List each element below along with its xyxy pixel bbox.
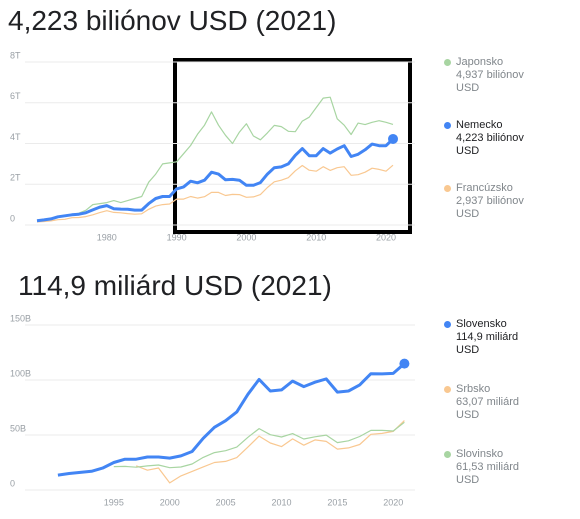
- series-line: [135, 420, 405, 484]
- end-point: [399, 358, 410, 369]
- series-line: [113, 421, 405, 469]
- legend-name: Srbsko: [456, 383, 491, 395]
- legend-marker: [444, 59, 451, 66]
- series-line: [57, 362, 406, 477]
- y-tick-label: 4T: [10, 132, 21, 142]
- legend-value: 4,937 biliónov USD: [456, 69, 524, 94]
- y-tick-label: 50B: [10, 423, 26, 433]
- x-tick-label: 1980: [97, 232, 117, 242]
- x-tick-label: 1995: [104, 497, 124, 507]
- legend-entry: Japonsko 4,937 biliónov USD: [444, 56, 554, 95]
- x-tick-label: 2005: [216, 497, 236, 507]
- x-tick-label: 2010: [271, 497, 291, 507]
- legend-name: Francúzsko: [456, 182, 513, 194]
- legend-value: 61,53 miliárd USD: [456, 461, 519, 486]
- end-point: [388, 133, 399, 144]
- legend-marker: [444, 321, 451, 328]
- y-tick-label: 6T: [10, 91, 21, 101]
- x-tick-label: 2015: [327, 497, 347, 507]
- legend-entry: Nemecko 4,223 biliónov USD: [444, 119, 554, 158]
- x-tick-label: 2000: [236, 232, 256, 242]
- legend-entry: Francúzsko 2,937 biliónov USD: [444, 182, 554, 221]
- y-tick-label: 100B: [10, 368, 31, 378]
- legend-entry: Srbsko 63,07 miliárd USD: [444, 383, 554, 422]
- legend-name: Slovinsko: [456, 448, 504, 460]
- legend-entry: Slovinsko 61,53 miliárd USD: [444, 448, 554, 487]
- x-tick-label: 1990: [167, 232, 187, 242]
- x-tick-label: 2000: [160, 497, 180, 507]
- series-line: [36, 164, 394, 223]
- legend-value: 114,9 miliárd USD: [456, 331, 519, 356]
- legend-marker: [444, 386, 451, 393]
- y-tick-label: 150B: [10, 313, 31, 323]
- legend-name: Slovensko: [456, 318, 507, 330]
- x-tick-label: 2010: [306, 232, 326, 242]
- chart-title: 114,9 miliárd USD (2021): [18, 270, 332, 301]
- y-tick-label: 2T: [10, 173, 21, 183]
- legend-marker: [444, 451, 451, 458]
- series-line: [36, 137, 395, 223]
- legend-name: Japonsko: [456, 56, 504, 68]
- series-line: [36, 96, 394, 222]
- x-tick-label: 2020: [383, 497, 403, 507]
- y-tick-label: 0: [10, 213, 15, 223]
- legend-name: Nemecko: [456, 119, 503, 131]
- legend-marker: [444, 185, 451, 192]
- x-tick-label: 2020: [376, 232, 396, 242]
- legend-value: 63,07 miliárd USD: [456, 396, 519, 421]
- legend-entry: Slovensko 114,9 miliárd USD: [444, 318, 554, 357]
- legend-value: 4,223 biliónov USD: [456, 132, 524, 157]
- chart-title: 4,223 biliónov USD (2021): [8, 5, 336, 36]
- legend-marker: [444, 122, 451, 129]
- y-tick-label: 8T: [10, 50, 21, 60]
- legend-value: 2,937 biliónov USD: [456, 195, 524, 220]
- highlight-box: [173, 58, 412, 234]
- y-tick-label: 0: [10, 478, 15, 488]
